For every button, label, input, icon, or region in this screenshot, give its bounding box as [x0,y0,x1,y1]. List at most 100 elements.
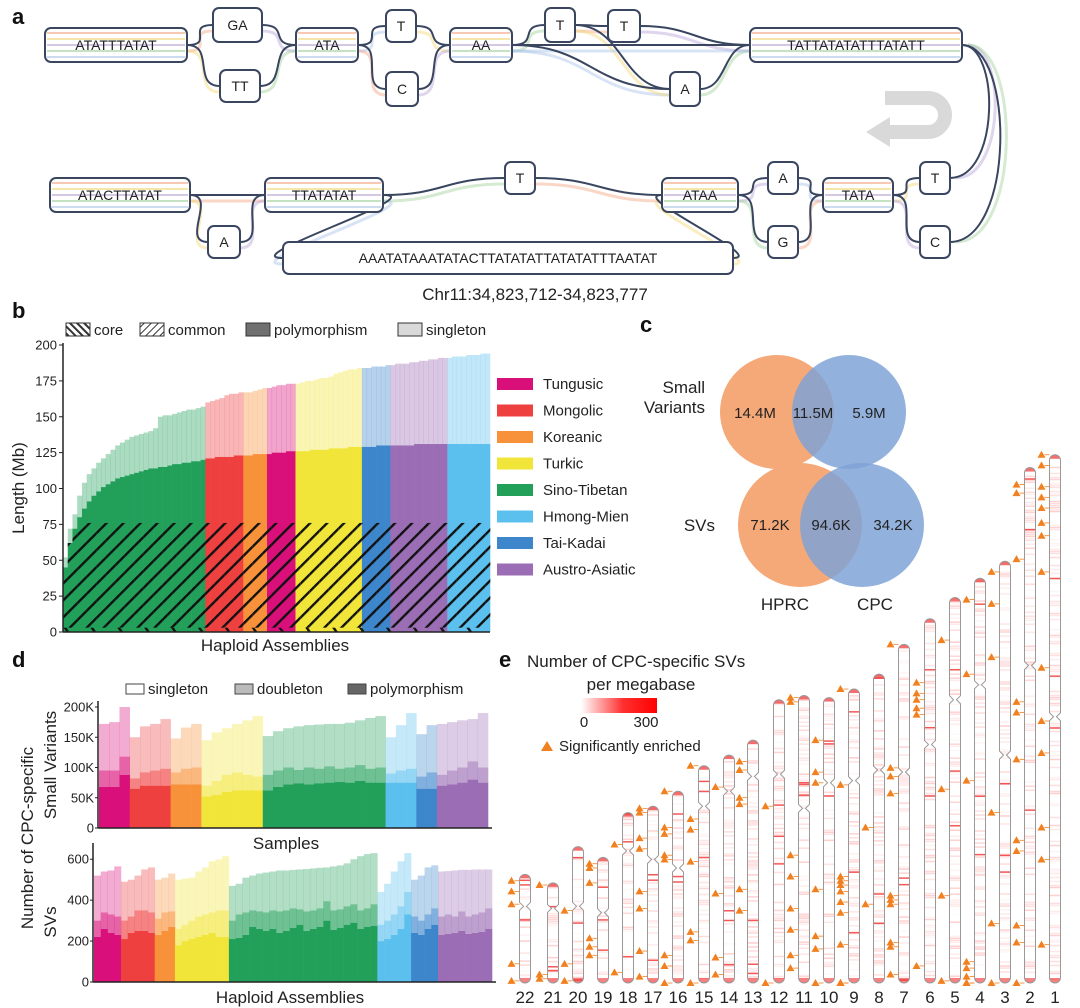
chromosome-21: 21 [535,881,562,1007]
density-band [698,861,710,864]
density-band [1024,805,1036,808]
doubleton-bar [426,772,438,789]
density-band [647,888,659,890]
singleton-bar [285,383,292,452]
density-band [849,831,860,833]
chromosome-fill [698,765,710,983]
density-band [849,743,860,745]
component-legend: core common polymorphism singleton [65,322,486,339]
density-band [823,809,835,812]
enriched-triangle-icon [962,595,971,603]
density-band [647,894,659,896]
legend-label: Hmong-Mien [543,509,629,526]
density-band [798,937,810,939]
polymorphism-bar [201,796,212,828]
core-hatch [267,627,273,632]
density-band [974,912,986,914]
density-band [1024,597,1036,600]
core-hatch [205,627,211,632]
core-hatch [437,627,443,632]
density-band [974,886,986,888]
core-hatch [295,627,301,632]
density-band [924,788,936,791]
enriched-triangle-icon [635,834,644,842]
density-band [873,860,885,862]
density-band [747,844,759,846]
density-band [1024,505,1036,508]
polymorphism-bar [154,934,162,982]
chromosome-fill [647,806,659,983]
density-band [974,706,986,708]
enriched-triangle-icon [1012,480,1021,488]
doubleton-bar [232,772,243,791]
core-hatch [323,627,329,632]
doubleton-bar [365,768,376,783]
density-band [974,794,986,796]
singleton-bar [262,736,274,775]
doubleton-bar [107,914,115,933]
density-band [974,814,986,816]
polymorphism-bar [370,925,378,982]
density-band [597,929,609,931]
x-axis-title: Haploid Assemblies [201,636,349,655]
density-band [823,740,835,742]
density-band [723,887,735,889]
density-band [848,959,860,961]
sequence-node: AA [449,27,513,63]
enriched-triangle-icon [507,876,516,884]
singleton-bar [371,366,377,447]
polymorphism-bar [235,938,243,982]
density-band [999,635,1011,637]
telomere-band [698,765,710,770]
density-band [873,948,885,950]
density-band [873,764,885,766]
density-band [774,860,785,862]
density-band [672,965,684,967]
haplotype-stripe [664,206,736,208]
density-band [849,855,860,857]
density-band [1049,490,1061,493]
density-band [773,833,785,836]
density-band [1024,563,1036,566]
haplotype-stripe [752,38,960,40]
density-band [747,828,759,830]
density-band [519,898,531,900]
frequency-legend: singleton doubleton polymorphism [125,681,463,698]
density-band [999,903,1011,905]
common-hatch [428,522,434,628]
density-band [1024,845,1036,848]
singleton-bar [442,357,448,445]
chromosome-fill [898,644,910,983]
chromosome-label: 20 [569,988,588,1007]
singleton-bar [390,871,398,915]
singleton-bar [160,719,171,769]
density-band [1024,497,1036,500]
density-band [924,654,936,657]
density-band [1049,628,1061,631]
density-band [950,737,961,739]
density-band [975,584,986,586]
enriched-triangle-icon [535,974,544,982]
singleton-bar [437,357,443,445]
core-hatch [162,627,168,632]
polymorphism-bar [262,930,270,982]
density-band [1024,617,1036,620]
density-band [974,608,986,610]
density-band [848,925,860,927]
density-band [974,754,986,756]
common-hatch [214,522,220,628]
density-band [1025,682,1036,684]
core-hatch [262,627,268,632]
density-band [824,848,835,850]
density-band [924,848,936,851]
density-band [1024,789,1036,792]
density-band [647,932,659,934]
common-hatch [96,522,102,628]
singleton-bar [91,468,97,496]
density-band [848,885,860,887]
density-band [774,710,785,712]
chromosome-fill [798,695,810,983]
density-bands [1049,454,1061,984]
density-band [874,724,885,726]
telomere-band [798,978,810,983]
